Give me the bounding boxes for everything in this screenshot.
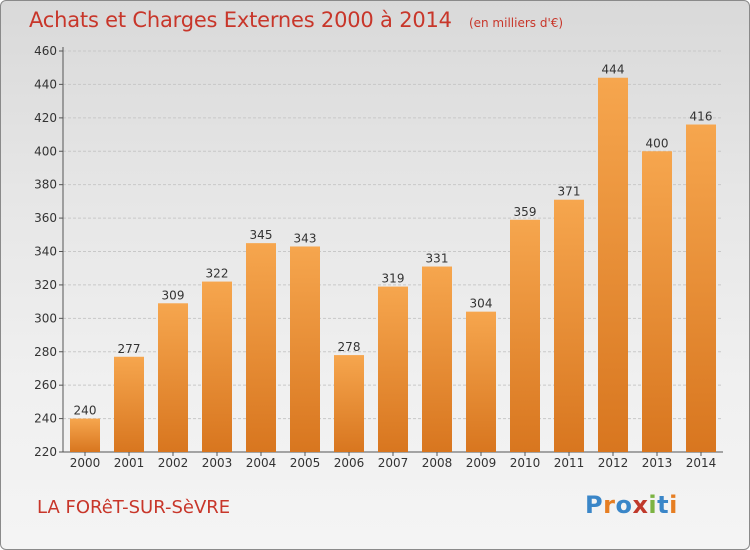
logo-letter: r (603, 491, 616, 519)
bar (158, 303, 188, 452)
bar (422, 266, 452, 452)
y-tick-label: 380 (34, 178, 57, 192)
x-tick-label: 2008 (422, 456, 453, 470)
x-tick-label: 2009 (466, 456, 497, 470)
data-label: 345 (250, 228, 273, 242)
x-tick-label: 2004 (246, 456, 277, 470)
logo-letter: x (632, 491, 649, 519)
y-tick-label: 420 (34, 111, 57, 125)
y-tick-label: 320 (34, 278, 57, 292)
data-label: 416 (690, 110, 713, 124)
y-tick-label: 300 (34, 311, 57, 325)
x-tick-label: 2013 (642, 456, 673, 470)
chart-title: Achats et Charges Externes 2000 à 2014 (29, 8, 452, 32)
y-tick-label: 400 (34, 144, 57, 158)
data-label: 240 (74, 404, 97, 418)
x-tick-label: 2007 (378, 456, 409, 470)
logo-letter: o (615, 491, 633, 519)
data-label: 359 (514, 205, 537, 219)
x-tick-label: 2012 (598, 456, 629, 470)
title-row: Achats et Charges Externes 2000 à 2014 (… (29, 8, 563, 32)
bar (466, 311, 496, 452)
logo-letter: t (657, 491, 670, 519)
bar (598, 77, 628, 452)
town-name: LA FORêT-SUR-SèVRE (37, 497, 231, 518)
logo-letter: i (669, 491, 678, 519)
y-tick-label: 360 (34, 211, 57, 225)
bar (554, 199, 584, 452)
y-tick-label: 440 (34, 77, 57, 91)
bar (246, 243, 276, 452)
x-tick-label: 2005 (290, 456, 321, 470)
bar (202, 281, 232, 452)
logo-letter: P (585, 491, 604, 519)
x-tick-label: 2001 (114, 456, 145, 470)
data-label: 304 (470, 297, 493, 311)
y-tick-label: 220 (34, 445, 57, 459)
data-label: 331 (426, 252, 449, 266)
x-tick-label: 2006 (334, 456, 365, 470)
y-tick-label: 460 (34, 44, 57, 58)
data-label: 371 (558, 185, 581, 199)
x-tick-label: 2000 (70, 456, 101, 470)
data-label: 400 (646, 136, 669, 150)
bar (686, 124, 716, 453)
bar (510, 219, 540, 452)
bar (378, 286, 408, 452)
y-tick-label: 340 (34, 245, 57, 259)
logo-letter: i (648, 491, 658, 519)
x-tick-label: 2011 (554, 456, 585, 470)
bar (70, 418, 100, 452)
bar (334, 355, 364, 452)
data-label: 319 (382, 272, 405, 286)
bar (642, 151, 672, 452)
y-tick-label: 280 (34, 345, 57, 359)
y-tick-label: 240 (34, 412, 57, 426)
data-label: 278 (338, 340, 361, 354)
chart-subtitle: (en milliers d'€) (468, 16, 564, 30)
data-label: 277 (118, 342, 141, 356)
x-tick-label: 2014 (686, 456, 717, 470)
bar (114, 356, 144, 452)
proxiti-logo[interactable]: Proxiti (585, 491, 678, 519)
bar (290, 246, 320, 452)
data-label: 322 (206, 267, 229, 281)
data-label: 444 (602, 63, 625, 77)
x-tick-label: 2010 (510, 456, 541, 470)
x-tick-label: 2003 (202, 456, 233, 470)
data-label: 343 (294, 231, 317, 245)
data-label: 309 (162, 288, 185, 302)
y-tick-label: 260 (34, 378, 57, 392)
x-tick-label: 2002 (158, 456, 189, 470)
